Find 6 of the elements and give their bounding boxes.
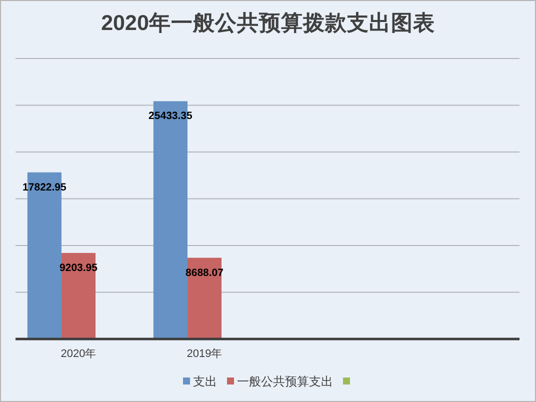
title: 2020年一般公共预算拨款支出图表 (101, 11, 435, 35)
x-tick-label: 2019年 (186, 348, 222, 360)
legend-label: 一般公共预算支出 (237, 374, 333, 388)
legend-label: 支出 (193, 374, 217, 388)
legend: 支出 一般公共预算支出 (183, 374, 350, 388)
x-tick-label: 2020年 (60, 348, 96, 360)
